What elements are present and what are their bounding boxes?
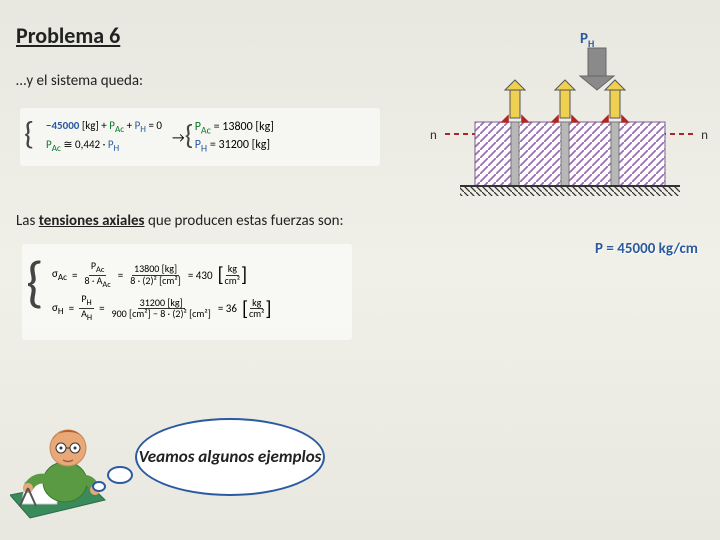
n-label-right: n <box>701 128 708 143</box>
subtitle: …y el sistema queda: <box>16 72 143 90</box>
tensiones-text: Las tensiones axiales que producen estas… <box>16 212 344 230</box>
ph-arrow-icon <box>580 48 614 90</box>
equation-system-1: { −45000 [kg] + PAc + PH = 0 PAc ≅ 0,442… <box>20 108 380 166</box>
diagram-svg <box>440 30 700 210</box>
p-value-label: P = 45000 kg/cm <box>595 240 698 258</box>
ph-load-label: PH <box>580 30 594 50</box>
ground-hatch <box>460 186 680 196</box>
n-label-left: n <box>430 128 437 143</box>
concrete-block <box>475 122 665 186</box>
problem-title: Problema 6 <box>16 22 120 49</box>
speech-bubble: Veamos algunos ejemplos <box>135 418 325 496</box>
equation-system-2: { σAc = PAc8 · AAc = 13800 [kg]8 · (2)² … <box>22 244 352 340</box>
reaction-arrows-icon <box>505 80 625 118</box>
cartoon-character <box>10 410 120 530</box>
structure-diagram: PH n n <box>440 30 700 210</box>
